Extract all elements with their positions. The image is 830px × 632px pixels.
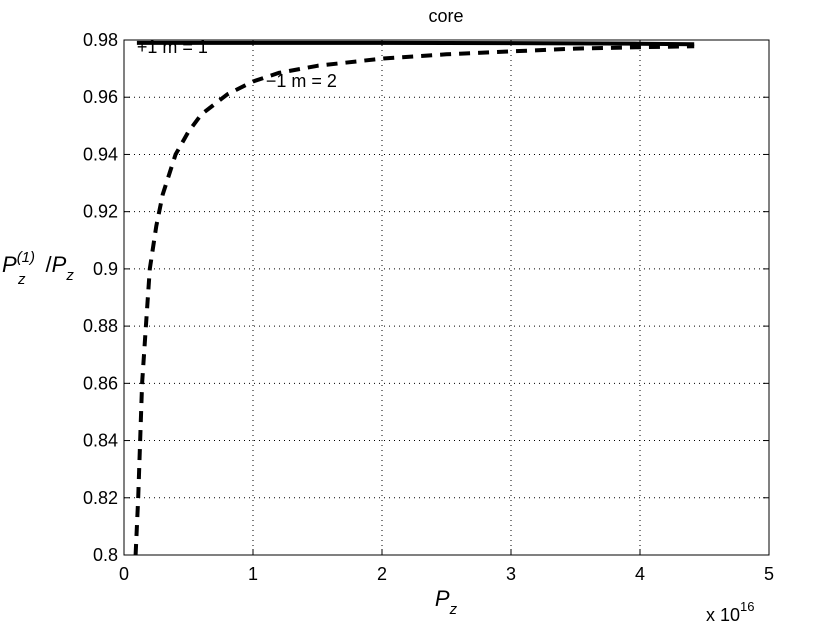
series-layer	[133, 40, 695, 556]
y-tick-label: 0.9	[93, 259, 118, 279]
x-tick-label: 5	[764, 564, 774, 584]
series-2-line	[133, 44, 695, 556]
annotation-label-1: +1 m = 1	[137, 37, 208, 57]
y-axis-label-base2: P	[52, 252, 67, 277]
x-axis-multiplier-exponent: 16	[740, 599, 754, 614]
x-tick-label: 4	[635, 564, 645, 584]
annotations: +1 m = 1 −1 m = 2	[137, 37, 337, 91]
y-tick-label: 0.82	[83, 488, 118, 508]
plot-area	[124, 40, 769, 555]
x-tick-label: 1	[248, 564, 258, 584]
y-tick-label: 0.88	[83, 316, 118, 336]
y-axis-label-base: P	[2, 252, 17, 277]
annotation-label-2: −1 m = 2	[266, 71, 337, 91]
y-tick-label: 0.98	[83, 30, 118, 50]
x-axis-multiplier-prefix: x 10	[706, 605, 740, 625]
y-axis-label-sup: (1)	[17, 249, 35, 266]
x-tick-label: 2	[377, 564, 387, 584]
series-1-line	[136, 40, 695, 47]
x-axis-label-base: P	[435, 586, 450, 611]
y-tick-label: 0.86	[83, 373, 118, 393]
y-tick-label: 0.96	[83, 87, 118, 107]
y-tick-label: 0.92	[83, 202, 118, 222]
plot-frame	[123, 39, 770, 556]
x-axis-label: Pz	[435, 586, 458, 618]
y-axis-label: P(1) z/Pz	[2, 249, 74, 288]
x-tick-label: 0	[119, 564, 129, 584]
x-axis-multiplier: x 1016	[706, 599, 755, 625]
y-tick-label: 0.94	[83, 144, 118, 164]
grid-lines	[124, 40, 769, 555]
x-tick-label: 3	[506, 564, 516, 584]
axis-ticks: 0 1 2 3 4 5 0.8 0.82 0.84 0.86 0.88 0.9 0.92 0.94 0.96…	[83, 30, 774, 584]
y-axis-label-separator: /	[46, 252, 53, 277]
chart-title: core	[428, 6, 463, 26]
y-tick-label: 0.84	[83, 431, 118, 451]
x-axis-label-sub: z	[449, 601, 458, 618]
y-axis-label-sub2: z	[65, 267, 74, 284]
y-tick-label: 0.8	[93, 545, 118, 565]
y-axis-label-sub: z	[17, 271, 26, 288]
